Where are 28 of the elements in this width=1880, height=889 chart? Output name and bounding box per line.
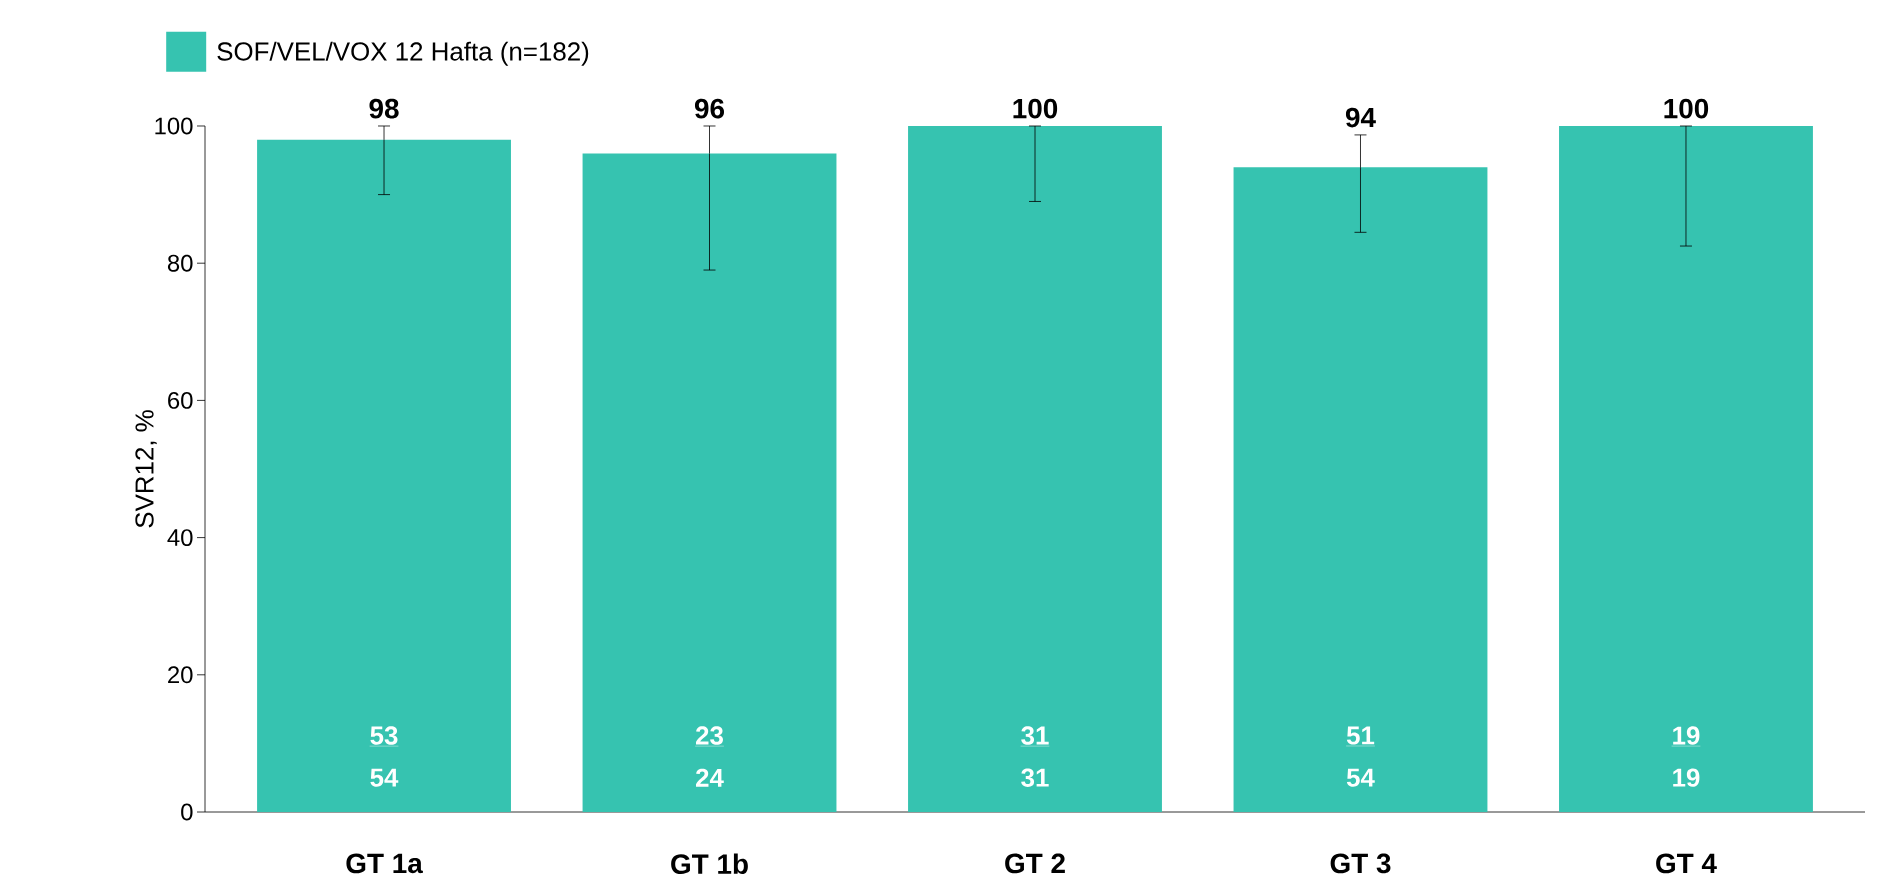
annotation: 24 <box>696 768 724 787</box>
data-label: 96 <box>694 98 725 119</box>
y-tick-label: 80 <box>167 254 193 272</box>
annotation: 31 <box>1021 726 1049 745</box>
data-label: 94 <box>1345 107 1376 128</box>
annotation: 19 <box>1673 768 1700 787</box>
x-tick-label: GT 1a <box>346 853 423 874</box>
annotation: 53 <box>370 726 398 745</box>
annotation: 19 <box>1673 726 1700 745</box>
data-label: 100 <box>1013 98 1058 119</box>
annotation: 54 <box>1346 768 1375 787</box>
annotation: 23 <box>696 726 723 745</box>
data-label: 100 <box>1664 98 1709 119</box>
x-tick-label: GT 4 <box>1656 853 1717 874</box>
y-axis-title: SVR12, % <box>135 410 157 528</box>
data-label: 98 <box>369 98 399 119</box>
legend-label: SOF/VEL/VOX 12 Hafta (n=182) <box>217 41 589 66</box>
annotation: 54 <box>370 768 399 787</box>
y-tick-label: 60 <box>168 391 193 409</box>
y-tick-label: 0 <box>181 803 193 821</box>
annotation: 51 <box>1346 726 1375 745</box>
x-tick-label: GT 3 <box>1330 853 1391 874</box>
x-tick-label: GT 2 <box>1005 853 1065 874</box>
y-tick-label: 100 <box>155 117 193 135</box>
y-tick-label: 20 <box>168 666 193 684</box>
x-tick-label: GT 1b <box>671 853 748 874</box>
y-tick-label: 40 <box>167 529 193 547</box>
annotation: 31 <box>1021 768 1049 787</box>
